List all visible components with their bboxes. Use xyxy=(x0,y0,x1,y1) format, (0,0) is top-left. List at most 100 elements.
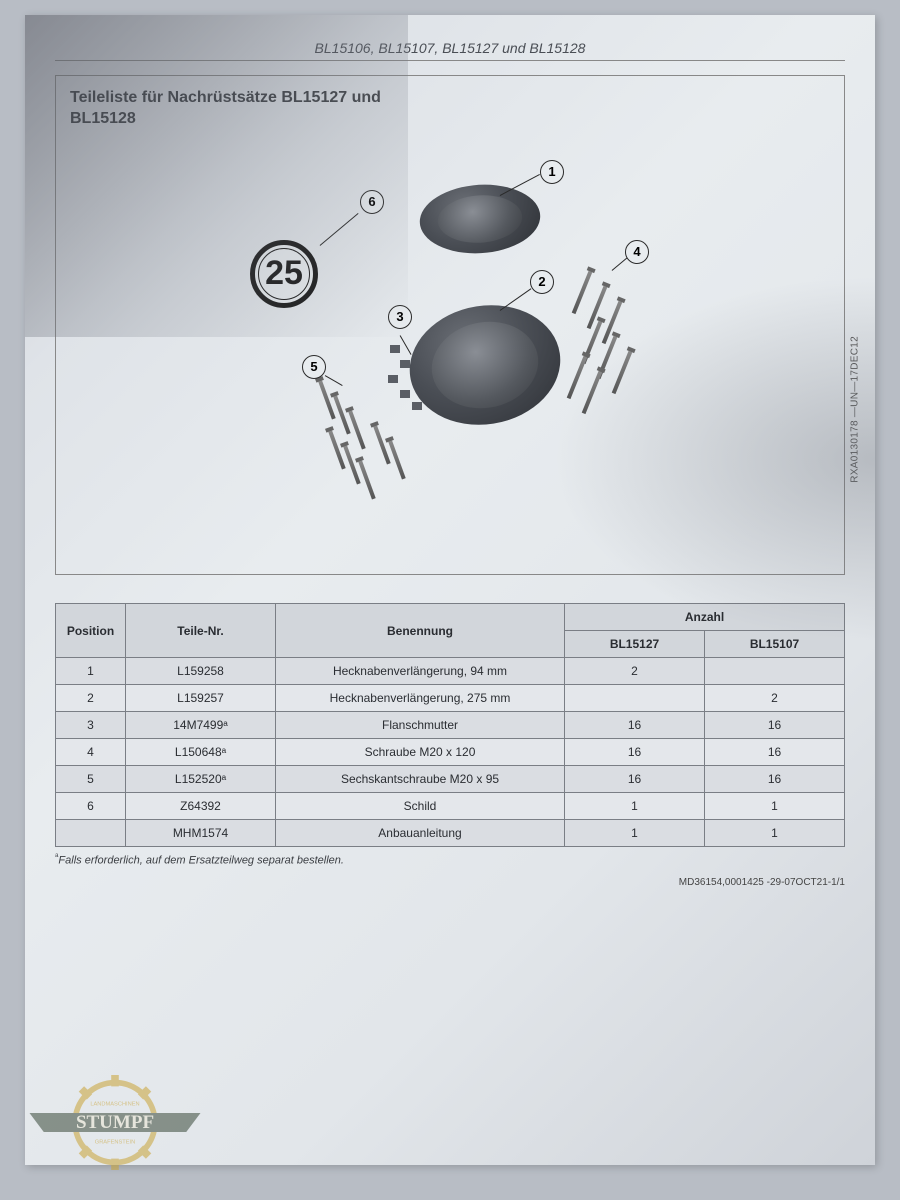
cell-part: L159257 xyxy=(126,685,276,712)
bolt-icon xyxy=(343,445,360,484)
cell-part: MHM1574 xyxy=(126,820,276,847)
watermark-bottom-text: GRAFENSTEIN xyxy=(95,1139,135,1145)
cell-qb: 16 xyxy=(705,712,845,739)
leader-line xyxy=(325,375,343,386)
watermark-top-text: LANDMASCHINEN xyxy=(90,1101,139,1107)
table-row: 3 14M7499ᵃ Flanschmutter 16 16 xyxy=(56,712,845,739)
cell-name: Flanschmutter xyxy=(276,712,565,739)
hub-upper xyxy=(415,184,545,253)
th-name: Benennung xyxy=(276,604,565,658)
watermark-logo: STUMPF LANDMASCHINEN GRAFENSTEIN xyxy=(20,1075,210,1170)
table-row: 4 L150648ᵃ Schraube M20 x 120 16 16 xyxy=(56,739,845,766)
cell-qa: 1 xyxy=(565,820,705,847)
cell-pos: 5 xyxy=(56,766,126,793)
cell-name: Sechskantschraube M20 x 95 xyxy=(276,766,565,793)
header-rule xyxy=(55,60,845,61)
section-title-line1: Teileliste für Nachrüstsätze BL15127 und xyxy=(70,89,381,106)
cell-name: Anbauanleitung xyxy=(276,820,565,847)
callout-4: 4 xyxy=(625,240,649,264)
table-row: 2 L159257 Hecknabenverlängerung, 275 mm … xyxy=(56,685,845,712)
bolt-icon xyxy=(333,395,350,434)
table-row: 6 Z64392 Schild 1 1 xyxy=(56,793,845,820)
cell-qb: 16 xyxy=(705,766,845,793)
nut-icon xyxy=(400,360,410,368)
speed-sticker-25: 25 xyxy=(250,240,318,308)
cell-qb: 1 xyxy=(705,793,845,820)
bolt-icon xyxy=(567,355,588,398)
nut-icon xyxy=(390,345,400,353)
sticker-value: 25 xyxy=(265,254,303,293)
document-page: BL15106, BL15107, BL15127 und BL15128 Te… xyxy=(25,15,875,1165)
stumpf-logo-icon: STUMPF LANDMASCHINEN GRAFENSTEIN xyxy=(20,1075,210,1170)
cell-qb: 1 xyxy=(705,820,845,847)
cell-qa: 16 xyxy=(565,739,705,766)
table-header-row: Position Teile-Nr. Benennung Anzahl xyxy=(56,604,845,631)
callout-5: 5 xyxy=(302,355,326,379)
cell-qa xyxy=(565,685,705,712)
nut-icon xyxy=(400,390,410,398)
cell-name: Schraube M20 x 120 xyxy=(276,739,565,766)
cell-pos: 3 xyxy=(56,712,126,739)
bolt-icon xyxy=(318,380,335,419)
th-partno: Teile-Nr. xyxy=(126,604,276,658)
cell-qa: 2 xyxy=(565,658,705,685)
document-reference: MD36154,0001425 -29-07OCT21-1/1 xyxy=(55,877,845,888)
cell-pos xyxy=(56,820,126,847)
bolt-icon xyxy=(388,440,405,479)
parts-table: Position Teile-Nr. Benennung Anzahl BL15… xyxy=(55,603,845,847)
leader-line xyxy=(399,335,411,355)
parts-table-body: 1 L159258 Hecknabenverlängerung, 94 mm 2… xyxy=(56,658,845,847)
nut-icon xyxy=(412,402,422,410)
cell-part: Z64392 xyxy=(126,793,276,820)
bolt-icon xyxy=(328,430,345,469)
th-qty-group: Anzahl xyxy=(565,604,845,631)
cell-qa: 16 xyxy=(565,766,705,793)
cell-part: 14M7499ᵃ xyxy=(126,712,276,739)
bolt-icon xyxy=(358,460,375,499)
hub-lower xyxy=(404,305,567,425)
cell-qb: 16 xyxy=(705,739,845,766)
bolt-icon xyxy=(348,410,365,449)
bolt-icon xyxy=(373,425,390,464)
bolt-icon xyxy=(612,350,633,393)
cell-part: L159258 xyxy=(126,658,276,685)
leader-line xyxy=(500,288,532,311)
th-qty-b: BL15107 xyxy=(705,631,845,658)
cell-name: Hecknabenverlängerung, 275 mm xyxy=(276,685,565,712)
table-row: 1 L159258 Hecknabenverlängerung, 94 mm 2 xyxy=(56,658,845,685)
cell-pos: 2 xyxy=(56,685,126,712)
cell-qb xyxy=(705,658,845,685)
bolt-icon xyxy=(582,370,603,413)
leader-line xyxy=(320,213,359,246)
callout-2: 2 xyxy=(530,270,554,294)
cell-part: L152520ᵃ xyxy=(126,766,276,793)
cell-qb: 2 xyxy=(705,685,845,712)
exploded-diagram: 25 xyxy=(240,150,660,510)
cell-qa: 1 xyxy=(565,793,705,820)
cell-pos: 6 xyxy=(56,793,126,820)
cell-qa: 16 xyxy=(565,712,705,739)
section-title-line2: BL15128 xyxy=(70,110,136,127)
table-row: MHM1574 Anbauanleitung 1 1 xyxy=(56,820,845,847)
callout-6: 6 xyxy=(360,190,384,214)
cell-part: L150648ᵃ xyxy=(126,739,276,766)
section-title: Teileliste für Nachrüstsätze BL15127 und… xyxy=(70,88,830,130)
footnote: ᵃFalls erforderlich, auf dem Ersatzteilw… xyxy=(55,851,845,867)
footnote-text: Falls erforderlich, auf dem Ersatzteilwe… xyxy=(58,855,344,867)
bolt-icon xyxy=(572,270,593,313)
section-box: Teileliste für Nachrüstsätze BL15127 und… xyxy=(55,75,845,575)
table-row: 5 L152520ᵃ Sechskantschraube M20 x 95 16… xyxy=(56,766,845,793)
diagram-reference: RXA0130178 —UN—17DEC12 xyxy=(850,336,861,483)
callout-1: 1 xyxy=(540,160,564,184)
hub-lower-face xyxy=(427,321,542,407)
cell-pos: 1 xyxy=(56,658,126,685)
cell-pos: 4 xyxy=(56,739,126,766)
cell-name: Schild xyxy=(276,793,565,820)
cell-name: Hecknabenverlängerung, 94 mm xyxy=(276,658,565,685)
nut-icon xyxy=(388,375,398,383)
watermark-main-text: STUMPF xyxy=(76,1112,154,1133)
th-position: Position xyxy=(56,604,126,658)
hub-upper-face xyxy=(435,195,526,243)
th-qty-a: BL15127 xyxy=(565,631,705,658)
page-header: BL15106, BL15107, BL15127 und BL15128 xyxy=(55,40,845,56)
